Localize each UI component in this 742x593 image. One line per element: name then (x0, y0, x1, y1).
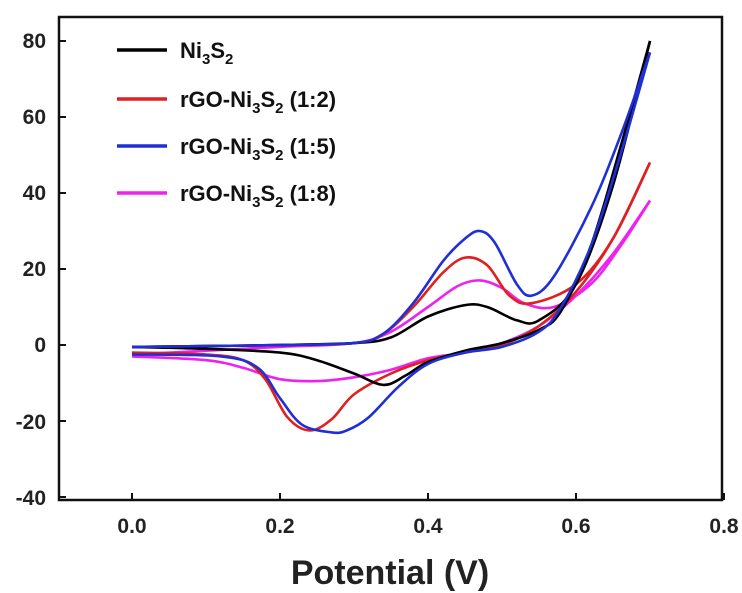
y-tick-label-4: 40 (23, 182, 46, 205)
tick-labels: 0.0 0.2 0.4 0.6 0.8 -40 -20 0 20 40 60 8… (16, 30, 739, 538)
legend: Ni3S2 rGO-Ni3S2 (1:2) rGO-Ni3S2 (1:5) rG… (117, 38, 336, 211)
y-tick-label-0: -40 (16, 487, 46, 510)
plot-frame (57, 15, 724, 502)
y-tick-label-2: 0 (34, 334, 46, 357)
legend-item-rgo-1-8: rGO-Ni3S2 (1:8) (117, 181, 336, 211)
axis-ticks (59, 40, 725, 500)
y-tick-label-5: 60 (23, 106, 46, 129)
legend-label-rgo-1-2: rGO-Ni3S2 (1:2) (180, 87, 336, 117)
x-tick-label-1: 0.2 (265, 515, 294, 538)
x-tick-label-0: 0.0 (117, 515, 146, 538)
legend-item-rgo-1-5: rGO-Ni3S2 (1:5) (117, 134, 336, 164)
y-tick-label-1: -20 (16, 411, 46, 434)
y-tick-label-6: 80 (23, 30, 46, 53)
legend-label-rgo-1-8: rGO-Ni3S2 (1:8) (180, 181, 336, 211)
x-tick-label-2: 0.4 (413, 515, 443, 538)
legend-item-ni3s2: Ni3S2 (117, 38, 233, 68)
series-line-3-anodic (131, 199, 652, 356)
legend-item-rgo-1-2: rGO-Ni3S2 (1:2) (117, 87, 336, 117)
x-tick-label-3: 0.6 (561, 515, 590, 538)
legend-label-rgo-1-5: rGO-Ni3S2 (1:5) (180, 134, 336, 164)
x-tick-label-4: 0.8 (709, 515, 739, 538)
legend-label-ni3s2: Ni3S2 (180, 38, 233, 68)
series-line-2-anodic (131, 51, 652, 349)
series-line-2-cathodic (131, 52, 652, 435)
x-axis-title: Potential (V) (291, 554, 489, 592)
y-tick-label-3: 20 (23, 258, 46, 281)
series-layer (131, 40, 652, 435)
